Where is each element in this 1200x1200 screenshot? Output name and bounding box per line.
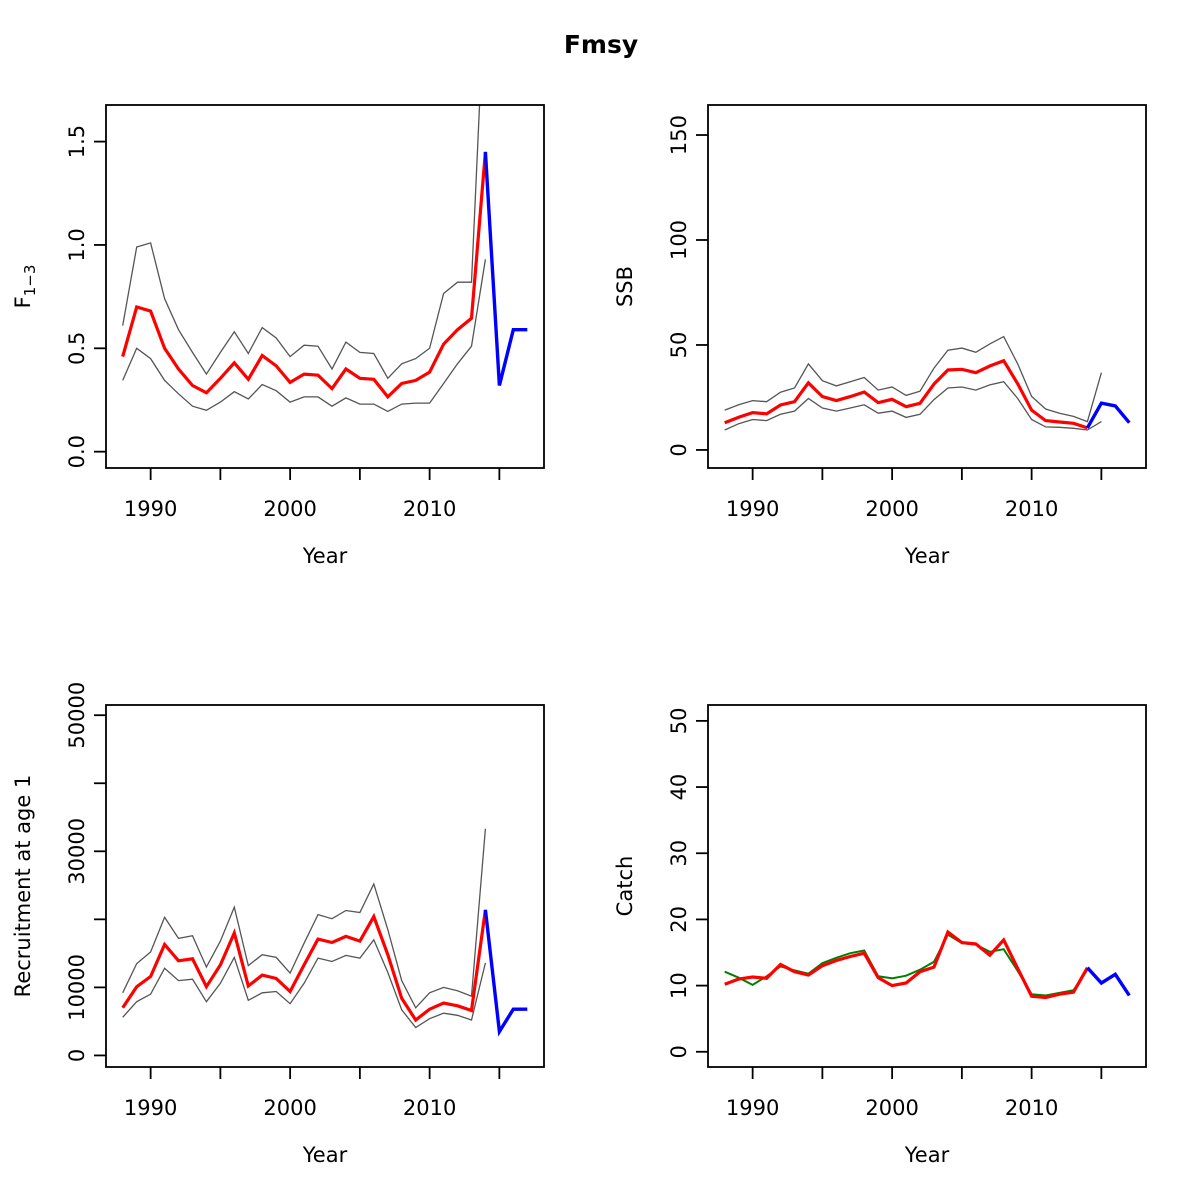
ssb-ci-upper-line (724, 335, 1103, 423)
y-tick-label: 20 (667, 906, 691, 933)
x-tick-label: 2000 (263, 1096, 316, 1120)
panel-box (105, 704, 545, 1068)
y-tick-label: 50000 (65, 682, 89, 749)
ssb-ci-lower-line (724, 380, 1102, 431)
y-tick-label: 50 (667, 332, 691, 359)
panel-box (105, 104, 545, 469)
x-tick-label: 1990 (726, 1096, 779, 1120)
x-tick-label: 2010 (403, 497, 456, 521)
chart-title: Fmsy (564, 30, 638, 59)
y-tick-label: 30000 (65, 818, 89, 885)
y-tick-label: 1.0 (65, 228, 89, 261)
x-axis-title: Year (302, 544, 348, 568)
recruitment-ci-upper-line (122, 828, 487, 1009)
x-tick-label: 1990 (124, 1096, 177, 1120)
recruitment-estimate-line (121, 909, 487, 1023)
panel-recruitment: 1990 2000 2010 0 10000 30000 50000 Recruitment … (11, 682, 545, 1167)
x-tick-label: 2010 (1005, 497, 1058, 521)
x-tick-label: 2000 (865, 497, 918, 521)
x-tick-label: 2010 (403, 1096, 456, 1120)
y-tick-label: 50 (667, 708, 691, 735)
y-axis-title: Catch (613, 856, 637, 917)
catch-estimate-line (724, 929, 1089, 1000)
panel-box (707, 104, 1147, 469)
x-tick-label: 2010 (1005, 1096, 1058, 1120)
y-tick-label: 0.0 (65, 435, 89, 468)
f-estimate-line (121, 151, 487, 400)
x-tick-label: 2000 (865, 1096, 918, 1120)
y-tick-label: 0.5 (65, 332, 89, 365)
x-tick-label: 2000 (263, 497, 316, 521)
ssb-forecast-line (1085, 401, 1131, 429)
y-tick-label: 10 (667, 972, 691, 999)
y-tick-label: 100 (667, 220, 691, 260)
y-axis-title: Recruitment at age 1 (11, 775, 35, 998)
panel-f: 1990 2000 2010 0.0 0.5 1.0 1.5 F1−3 Year (11, 104, 545, 568)
y-tick-label: 30 (667, 840, 691, 867)
y-tick-label: 150 (667, 115, 691, 155)
catch-forecast-line (1086, 966, 1131, 997)
x-tick-label: 1990 (124, 497, 177, 521)
x-axis-title: Year (904, 1143, 950, 1167)
recruitment-ci-lower-line (122, 938, 487, 1029)
f-ci-lower-line (122, 259, 487, 413)
ssb-estimate-line (724, 358, 1088, 430)
y-tick-label: 0 (65, 1049, 89, 1062)
y-tick-label: 40 (667, 774, 691, 801)
y-tick-label: 10000 (65, 954, 89, 1021)
f-ci-upper-line (122, 105, 481, 380)
x-axis-title: Year (302, 1143, 348, 1167)
y-tick-label: 0 (667, 1045, 691, 1058)
x-axis-title: Year (904, 544, 950, 568)
y-tick-label: 0 (667, 443, 691, 456)
panel-box (707, 704, 1147, 1068)
recruitment-forecast-line (483, 909, 528, 1037)
y-axis-title: F1−3 (11, 265, 39, 309)
x-tick-label: 1990 (726, 497, 779, 521)
panel-catch: 1990 2000 2010 0 10 20 30 40 50 Catch Year (613, 704, 1147, 1167)
panel-ssb: 1990 2000 2010 0 50 100 150 SSB Year (613, 104, 1147, 568)
y-tick-label: 1.5 (65, 125, 89, 158)
f-forecast-line (483, 151, 528, 386)
y-axis-title: SSB (613, 266, 637, 307)
